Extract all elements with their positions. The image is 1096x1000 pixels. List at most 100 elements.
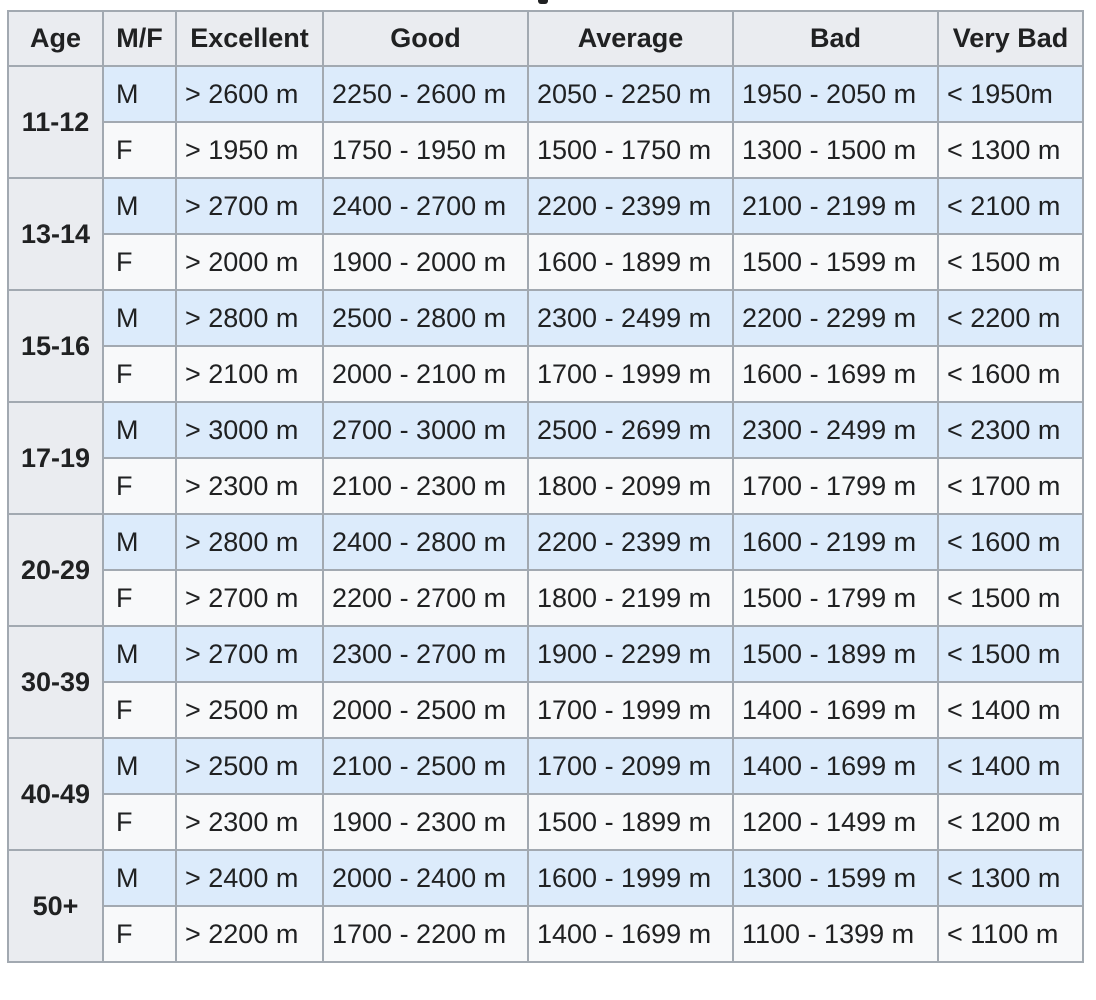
table-row: 20-29 M > 2800 m 2400 - 2800 m 2200 - 2399 m…: [7, 513, 1084, 627]
sex-cell: M: [102, 737, 177, 795]
good-cell: 2000 - 2500 m: [322, 681, 529, 739]
column-header-excellent: Excellent: [175, 10, 324, 67]
bad-cell: 1200 - 1499 m: [732, 793, 939, 851]
bad-cell: 1600 - 1699 m: [732, 345, 939, 403]
good-cell: 1900 - 2000 m: [322, 233, 529, 291]
sex-cell: F: [102, 121, 177, 179]
excellent-cell: > 2700 m: [175, 625, 324, 683]
bad-cell: 1700 - 1799 m: [732, 457, 939, 515]
very-bad-cell: < 1500 m: [937, 233, 1084, 291]
bad-cell: 1300 - 1500 m: [732, 121, 939, 179]
very-bad-cell: < 1500 m: [937, 569, 1084, 627]
table-row: F > 2300 m 1900 - 2300 m 1500 - 1899 m 1200 …: [8, 793, 1084, 851]
good-cell: 2700 - 3000 m: [322, 401, 529, 459]
sex-cell: M: [102, 177, 177, 235]
good-cell: 2000 - 2100 m: [322, 345, 529, 403]
table-header: Age M/F Excellent Good Average Bad Very …: [7, 10, 1084, 67]
excellent-cell: > 2800 m: [175, 513, 324, 571]
average-cell: 2050 - 2250 m: [527, 65, 734, 123]
good-cell: 2500 - 2800 m: [322, 289, 529, 347]
average-cell: 1400 - 1699 m: [527, 905, 734, 963]
fitness-table: Age M/F Excellent Good Average Bad Very …: [7, 10, 1084, 963]
table-row: 11-12 M > 2600 m 2250 - 2600 m 2050 - 2250 m…: [7, 65, 1084, 179]
good-cell: 2200 - 2700 m: [322, 569, 529, 627]
average-cell: 2300 - 2499 m: [527, 289, 734, 347]
header-row: Age M/F Excellent Good Average Bad Very …: [7, 10, 1084, 67]
age-group-cell: 11-12: [7, 65, 104, 179]
table-row: F > 2700 m 2200 - 2700 m 1800 - 2199 m 1500 …: [8, 569, 1084, 627]
good-cell: 1700 - 2200 m: [322, 905, 529, 963]
table-row: F > 1950 m 1750 - 1950 m 1500 - 1750 m 1300 …: [8, 121, 1084, 179]
bad-cell: 2100 - 2199 m: [732, 177, 939, 235]
average-cell: 1700 - 1999 m: [527, 681, 734, 739]
table-row: 13-14 M > 2700 m 2400 - 2700 m 2200 - 2399 m…: [7, 177, 1084, 291]
sex-cell: F: [102, 793, 177, 851]
excellent-cell: > 2600 m: [175, 65, 324, 123]
sex-cell: F: [102, 681, 177, 739]
table-row: F > 2500 m 2000 - 2500 m 1700 - 1999 m 1400 …: [8, 681, 1084, 739]
good-cell: 2400 - 2800 m: [322, 513, 529, 571]
table-row: F > 2000 m 1900 - 2000 m 1600 - 1899 m 1500 …: [8, 233, 1084, 291]
excellent-cell: > 1950 m: [175, 121, 324, 179]
excellent-cell: > 2300 m: [175, 793, 324, 851]
sex-cell: F: [102, 233, 177, 291]
excellent-cell: > 2700 m: [175, 177, 324, 235]
average-cell: 1800 - 2199 m: [527, 569, 734, 627]
very-bad-cell: < 1300 m: [937, 849, 1084, 907]
very-bad-cell: < 2200 m: [937, 289, 1084, 347]
average-cell: 1600 - 1999 m: [527, 849, 734, 907]
table-body: 11-12 M > 2600 m 2250 - 2600 m 2050 - 2250 m…: [7, 65, 1084, 963]
column-header-bad: Bad: [732, 10, 939, 67]
table-row: 50+ M > 2400 m 2000 - 2400 m 1600 - 1999 m 13…: [7, 849, 1084, 963]
very-bad-cell: < 1950m: [937, 65, 1084, 123]
age-group-cell: 15-16: [7, 289, 104, 403]
table-row: 15-16 M > 2800 m 2500 - 2800 m 2300 - 2499 m…: [7, 289, 1084, 403]
column-header-age: Age: [7, 10, 104, 67]
sex-cell: M: [102, 289, 177, 347]
bad-cell: 1400 - 1699 m: [732, 681, 939, 739]
age-group-cell: 17-19: [7, 401, 104, 515]
column-header-very-bad: Very Bad: [937, 10, 1084, 67]
age-group-cell: 13-14: [7, 177, 104, 291]
excellent-cell: > 2400 m: [175, 849, 324, 907]
excellent-cell: > 2200 m: [175, 905, 324, 963]
good-cell: 2000 - 2400 m: [322, 849, 529, 907]
good-cell: 2100 - 2300 m: [322, 457, 529, 515]
column-header-average: Average: [527, 10, 734, 67]
excellent-cell: > 2300 m: [175, 457, 324, 515]
table-row: 40-49 M > 2500 m 2100 - 2500 m 1700 - 2099 m…: [7, 737, 1084, 851]
excellent-cell: > 2700 m: [175, 569, 324, 627]
sex-cell: F: [102, 345, 177, 403]
average-cell: 1700 - 1999 m: [527, 345, 734, 403]
good-cell: 2250 - 2600 m: [322, 65, 529, 123]
very-bad-cell: < 2100 m: [937, 177, 1084, 235]
sex-cell: M: [102, 65, 177, 123]
table-row: 17-19 M > 3000 m 2700 - 3000 m 2500 - 2699 m…: [7, 401, 1084, 515]
very-bad-cell: < 1700 m: [937, 457, 1084, 515]
average-cell: 1900 - 2299 m: [527, 625, 734, 683]
very-bad-cell: < 1100 m: [937, 905, 1084, 963]
sex-cell: M: [102, 625, 177, 683]
very-bad-cell: < 1400 m: [937, 681, 1084, 739]
average-cell: 1800 - 2099 m: [527, 457, 734, 515]
bad-cell: 1500 - 1799 m: [732, 569, 939, 627]
bad-cell: 1950 - 2050 m: [732, 65, 939, 123]
average-cell: 2500 - 2699 m: [527, 401, 734, 459]
average-cell: 2200 - 2399 m: [527, 177, 734, 235]
age-group-cell: 30-39: [7, 625, 104, 739]
table-row: 30-39 M > 2700 m 2300 - 2700 m 1900 - 2299 m…: [7, 625, 1084, 739]
excellent-cell: > 2500 m: [175, 737, 324, 795]
good-cell: 2100 - 2500 m: [322, 737, 529, 795]
sex-cell: M: [102, 401, 177, 459]
excellent-cell: > 3000 m: [175, 401, 324, 459]
good-cell: 2400 - 2700 m: [322, 177, 529, 235]
column-header-sex: M/F: [102, 10, 177, 67]
sex-cell: F: [102, 569, 177, 627]
age-group-cell: 20-29: [7, 513, 104, 627]
bad-cell: 1300 - 1599 m: [732, 849, 939, 907]
average-cell: 2200 - 2399 m: [527, 513, 734, 571]
very-bad-cell: < 1600 m: [937, 345, 1084, 403]
bad-cell: 2200 - 2299 m: [732, 289, 939, 347]
sex-cell: F: [102, 905, 177, 963]
very-bad-cell: < 1500 m: [937, 625, 1084, 683]
